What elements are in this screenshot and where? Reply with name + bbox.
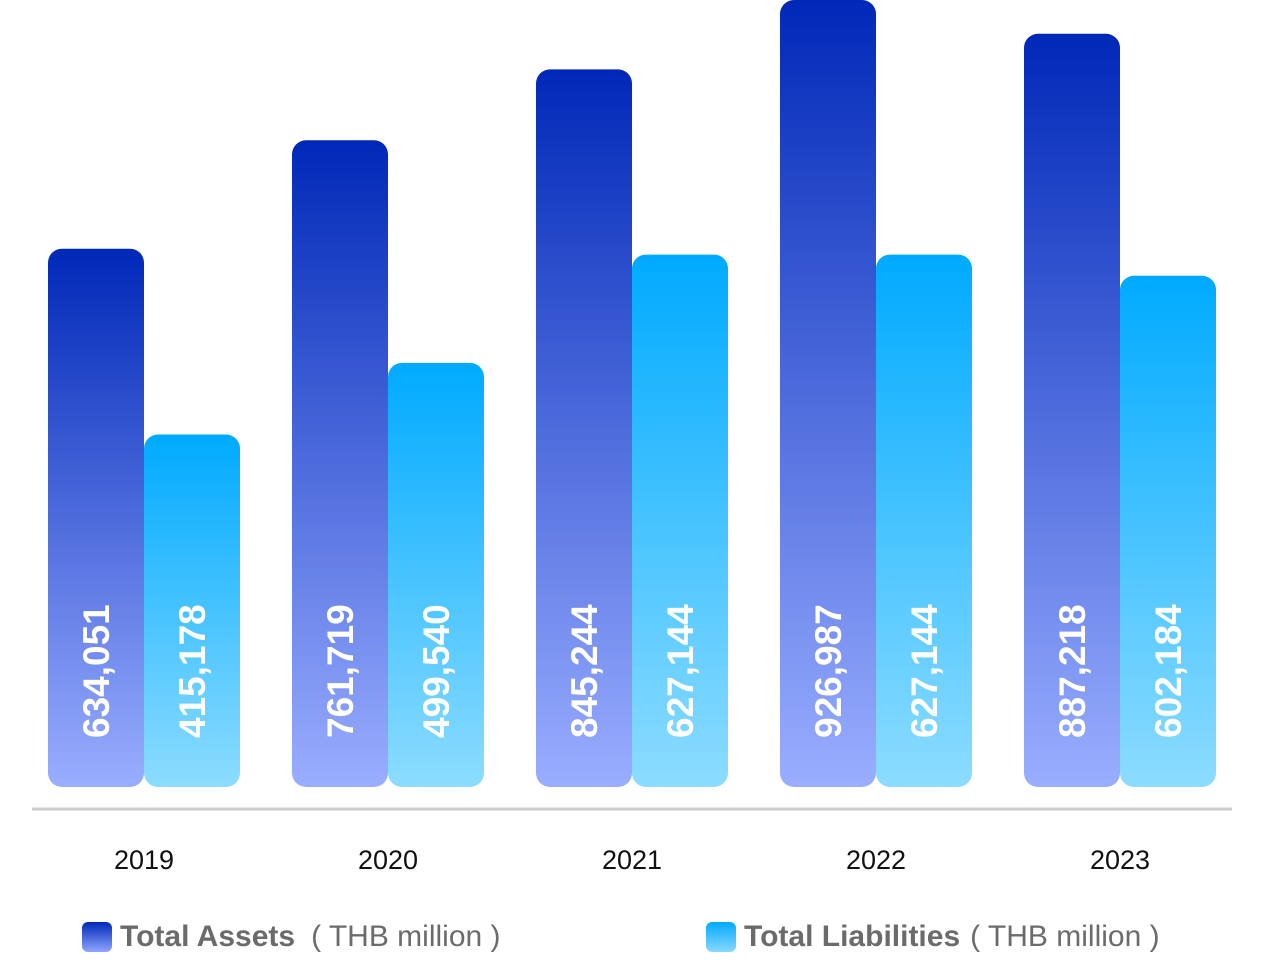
bar-total-liabilities-2019	[144, 434, 240, 787]
legend-unit-total-liabilities: ( THB million )	[970, 920, 1160, 953]
bar-total-liabilities-2020	[388, 362, 484, 787]
bar-total-assets-2019	[48, 248, 144, 788]
legend-label-total-liabilities: Total Liabilities	[744, 920, 961, 953]
bar-value-label-total-assets-2023: 887,218	[1052, 604, 1093, 738]
bar-total-assets-2022	[780, 0, 876, 787]
legend-item-total-liabilities: Total Liabilities ( THB million )	[706, 915, 1160, 959]
x-axis-tick-labels: 2019 2020 2021 2022 2023	[114, 845, 1150, 875]
bar-value-label-total-liabilities-2019: 415,178	[172, 604, 213, 738]
bar-value-label-total-liabilities-2020: 499,540	[416, 604, 457, 738]
x-tick-label-2022: 2022	[846, 845, 906, 875]
bar-total-assets-2021	[536, 69, 632, 788]
bar-value-label-total-liabilities-2021: 627,144	[660, 604, 701, 738]
bar-value-label-total-liabilities-2022: 627,144	[904, 604, 945, 738]
bar-value-label-total-assets-2022: 926,987	[808, 604, 849, 738]
x-tick-label-2021: 2021	[602, 845, 662, 875]
bar-value-label-total-assets-2020: 761,719	[320, 604, 361, 738]
bar-value-label-total-assets-2019: 634,051	[76, 604, 117, 738]
legend-unit-total-assets: ( THB million )	[311, 920, 501, 953]
bar-total-liabilities-2022	[876, 254, 972, 787]
legend-swatch-total-liabilities	[706, 922, 736, 952]
bar-total-assets-2020	[292, 140, 388, 787]
bar-total-assets-2023	[1024, 33, 1120, 787]
x-tick-label-2020: 2020	[358, 845, 418, 875]
legend-item-total-assets: Total Assets ( THB million )	[82, 915, 501, 959]
legend-label-total-assets: Total Assets	[120, 920, 296, 953]
bar-value-label-total-liabilities-2023: 602,184	[1148, 604, 1189, 738]
bar-total-liabilities-2021	[632, 254, 728, 787]
bar-total-liabilities-2023	[1120, 275, 1216, 787]
bars-group	[48, 0, 1216, 788]
x-tick-label-2019: 2019	[114, 845, 174, 875]
bar-value-labels: 634,051 415,178 761,719 499,540 845,244 627,1…	[76, 604, 1189, 738]
legend-swatch-total-assets	[82, 922, 112, 952]
bar-value-label-total-assets-2021: 845,244	[564, 604, 605, 738]
x-tick-label-2023: 2023	[1090, 845, 1150, 875]
